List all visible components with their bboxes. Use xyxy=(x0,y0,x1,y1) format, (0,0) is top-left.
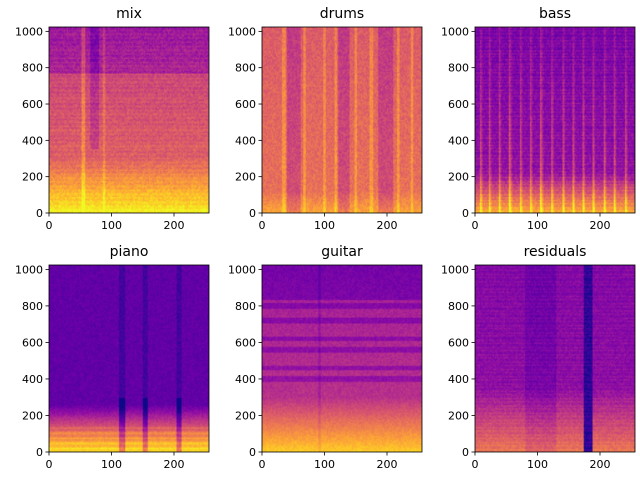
panel-piano: piano 0 100 200 0 200 400 600 800 1000 xyxy=(15,244,210,471)
x-tick-label: 0 xyxy=(259,458,266,471)
y-tick-label: 1000 xyxy=(228,263,256,276)
x-tick-label: 0 xyxy=(46,458,53,471)
y-tick-label: 400 xyxy=(22,134,43,147)
axes-frame xyxy=(261,26,423,214)
panel-title: piano xyxy=(110,244,149,260)
panel-title: drums xyxy=(320,6,364,22)
x-tick-label: 200 xyxy=(164,219,185,232)
y-tick-label: 600 xyxy=(235,336,256,349)
heatmap-bass xyxy=(475,27,635,213)
panel-title: residuals xyxy=(524,244,587,260)
panel-bass: bass 0 100 200 0 200 400 600 800 1000 xyxy=(441,6,636,232)
heatmap-piano xyxy=(49,265,209,452)
y-tick-label: 400 xyxy=(235,373,256,386)
x-tick-label: 200 xyxy=(164,458,185,471)
axes-frame xyxy=(261,264,423,453)
panel-residuals: residuals 0 100 200 0 200 400 600 800 1000 xyxy=(441,244,636,471)
heatmap-drums xyxy=(262,27,422,213)
y-tick-label: 1000 xyxy=(228,25,256,38)
panel-title: guitar xyxy=(321,244,363,260)
y-tick-label: 600 xyxy=(448,98,469,111)
x-tick-label: 200 xyxy=(590,458,611,471)
panel-drums: drums 0 100 200 0 200 400 600 800 1000 xyxy=(228,6,423,232)
x-tick-label: 200 xyxy=(590,219,611,232)
x-tick-label: 200 xyxy=(377,458,398,471)
y-tick-label: 200 xyxy=(22,409,43,422)
y-tick-label: 200 xyxy=(448,409,469,422)
x-tick-label: 100 xyxy=(314,458,335,471)
y-tick-label: 800 xyxy=(448,300,469,313)
x-tick-label: 0 xyxy=(472,458,479,471)
y-tick-label: 200 xyxy=(448,171,469,184)
x-tick-label: 0 xyxy=(259,219,266,232)
y-tick-label: 200 xyxy=(235,171,256,184)
axes-frame xyxy=(48,264,210,453)
panel-guitar: guitar 0 100 200 0 200 400 600 800 1000 xyxy=(228,244,423,471)
y-tick-label: 600 xyxy=(22,98,43,111)
y-tick-label: 400 xyxy=(448,134,469,147)
y-tick-label: 1000 xyxy=(15,263,43,276)
x-tick-label: 100 xyxy=(527,219,548,232)
x-tick-label: 0 xyxy=(46,219,53,232)
axes-frame xyxy=(474,264,636,453)
y-tick-label: 600 xyxy=(448,336,469,349)
x-tick-label: 200 xyxy=(377,219,398,232)
panel-title: bass xyxy=(539,6,571,22)
y-tick-label: 200 xyxy=(235,409,256,422)
y-tick-label: 0 xyxy=(36,207,43,220)
y-tick-label: 0 xyxy=(249,207,256,220)
x-tick-label: 0 xyxy=(472,219,479,232)
y-tick-label: 0 xyxy=(36,446,43,459)
axes-frame xyxy=(474,26,636,214)
axes-frame xyxy=(48,26,210,214)
y-tick-label: 400 xyxy=(22,373,43,386)
y-tick-label: 600 xyxy=(22,336,43,349)
panel-mix: mix 0 100 200 0 200 400 600 800 1000 xyxy=(15,6,210,232)
x-tick-label: 100 xyxy=(314,219,335,232)
panel-title: mix xyxy=(116,6,142,22)
heatmap-residuals xyxy=(475,265,635,452)
x-tick-label: 100 xyxy=(527,458,548,471)
y-tick-label: 800 xyxy=(22,62,43,75)
y-tick-label: 0 xyxy=(462,207,469,220)
heatmap-mix xyxy=(49,27,209,213)
x-tick-label: 100 xyxy=(101,458,122,471)
y-tick-label: 0 xyxy=(249,446,256,459)
y-tick-label: 1000 xyxy=(441,263,469,276)
y-tick-label: 800 xyxy=(235,62,256,75)
y-tick-label: 800 xyxy=(448,62,469,75)
x-tick-label: 100 xyxy=(101,219,122,232)
y-tick-label: 1000 xyxy=(441,25,469,38)
y-tick-label: 800 xyxy=(235,300,256,313)
y-tick-label: 800 xyxy=(22,300,43,313)
y-tick-label: 600 xyxy=(235,98,256,111)
heatmap-guitar xyxy=(262,265,422,452)
y-tick-label: 0 xyxy=(462,446,469,459)
y-tick-label: 200 xyxy=(22,171,43,184)
y-tick-label: 400 xyxy=(448,373,469,386)
y-tick-label: 400 xyxy=(235,134,256,147)
y-tick-label: 1000 xyxy=(15,25,43,38)
